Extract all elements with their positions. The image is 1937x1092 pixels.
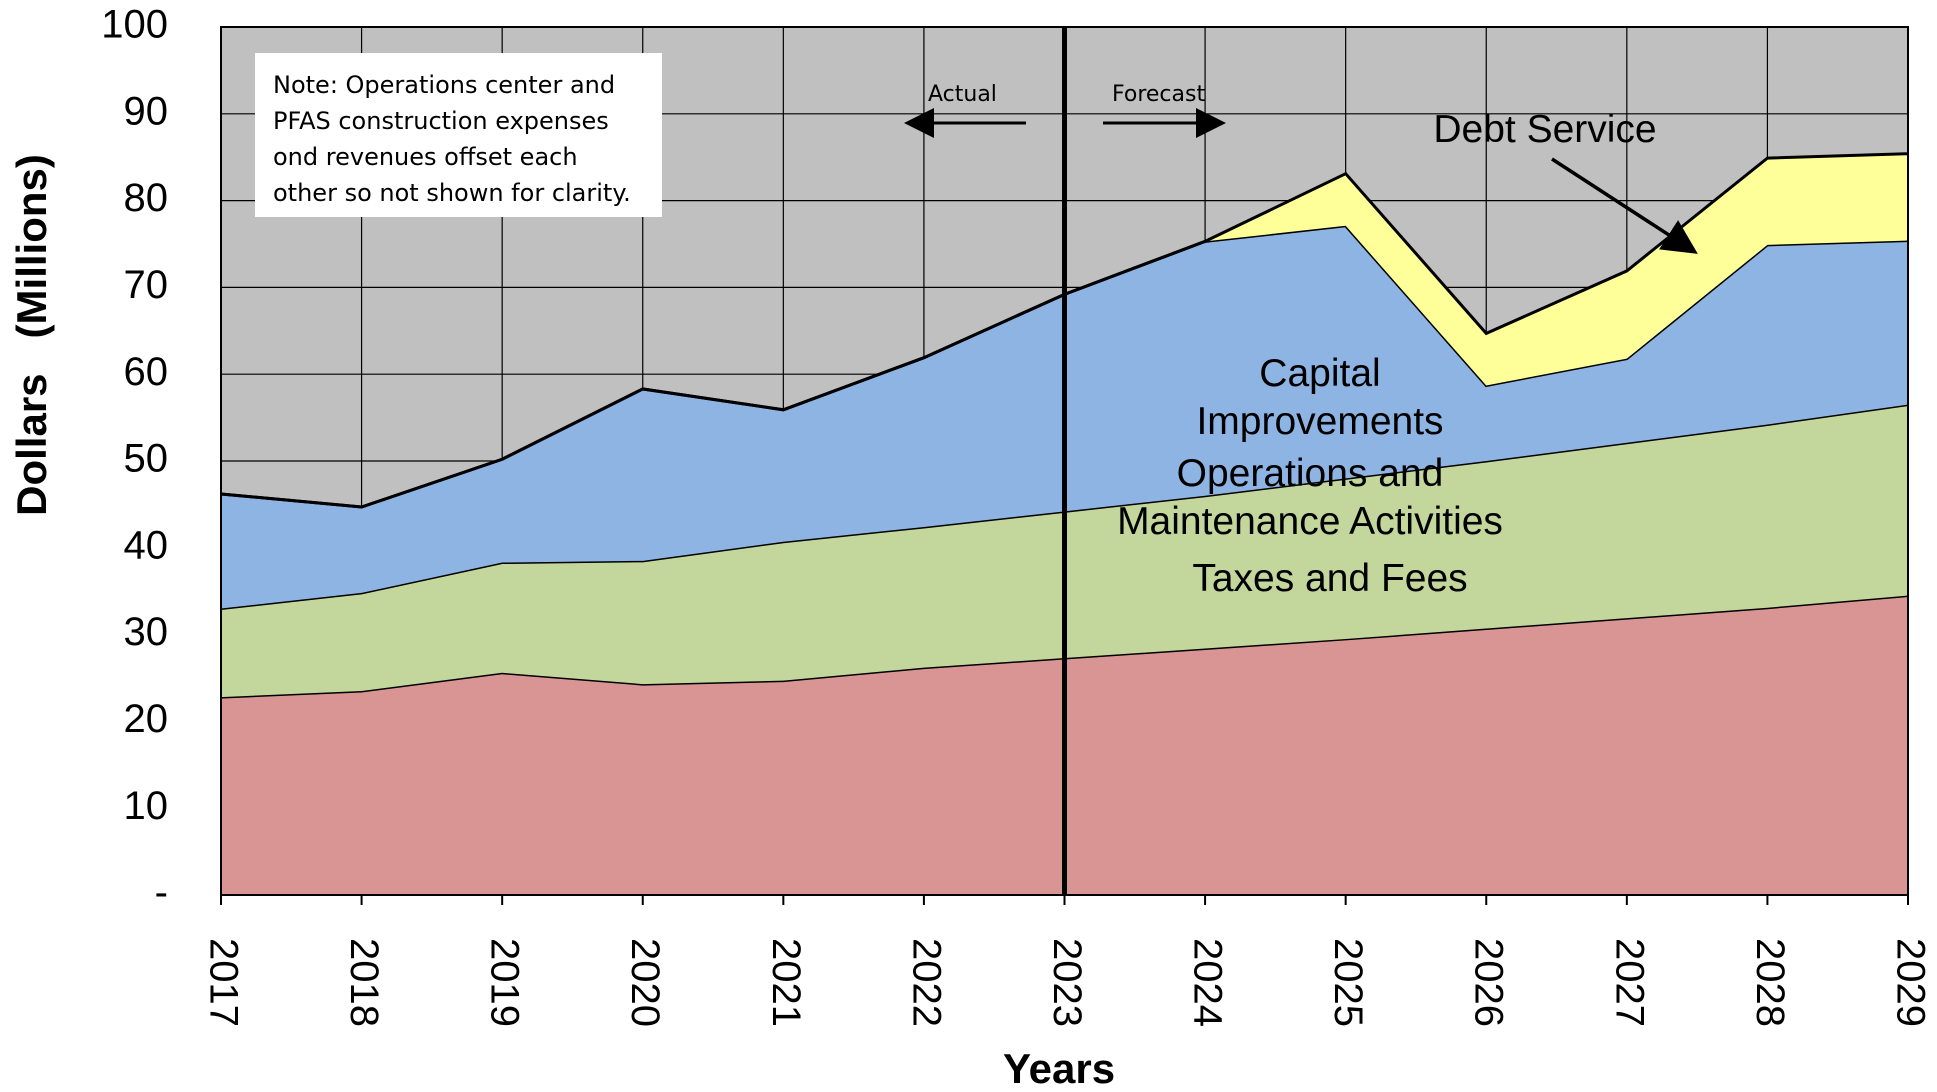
x-axis-title: Years <box>1003 1045 1115 1092</box>
series-label: Capital Improvements <box>1196 352 1444 443</box>
series-label: Debt Service <box>1433 108 1657 151</box>
x-tick-label: 2024 <box>1186 938 1230 1027</box>
y-tick-label: 40 <box>124 523 169 567</box>
y-tick-label: 80 <box>124 176 169 220</box>
arrow <box>1551 157 1698 254</box>
series-label: Operations and Maintenance Activities <box>1117 452 1503 543</box>
note: Note: Operations center and PFAS constru… <box>255 53 662 217</box>
area <box>221 153 1908 508</box>
x-tick-label: 2018 <box>342 938 386 1027</box>
x-tick-label: 2027 <box>1607 938 1651 1027</box>
x-tick-label: 2023 <box>1045 938 1089 1027</box>
forecast-label: Forecast <box>1112 82 1206 107</box>
x-tick-label: 2028 <box>1748 938 1792 1027</box>
y-tick-label: 30 <box>124 610 169 654</box>
x-tick-label: 2019 <box>483 938 527 1027</box>
x-tick-label: 2026 <box>1467 938 1511 1027</box>
x-tick-label: 2029 <box>1888 938 1932 1027</box>
y-tick-label: 50 <box>124 437 169 481</box>
x-tick-label: 2025 <box>1326 938 1370 1027</box>
y-tick-label: 90 <box>124 89 169 133</box>
x-tick-label: 2017 <box>201 938 245 1027</box>
actual-label: Actual <box>928 82 997 107</box>
y-tick-label: 10 <box>124 784 169 828</box>
y-axis-title: Dollars (Millions) <box>8 154 55 516</box>
y-tick-label: 60 <box>124 350 169 394</box>
x-tick-label: 2020 <box>623 938 667 1027</box>
y-tick-label: 100 <box>101 3 168 47</box>
x-tick-label: 2021 <box>764 938 808 1027</box>
y-tick-label: 70 <box>124 263 169 307</box>
y-tick-label: 20 <box>124 697 169 741</box>
y-tick-label: - <box>155 871 168 915</box>
x-tick-label: 2022 <box>904 938 948 1027</box>
series-label: Taxes and Fees <box>1192 557 1468 600</box>
